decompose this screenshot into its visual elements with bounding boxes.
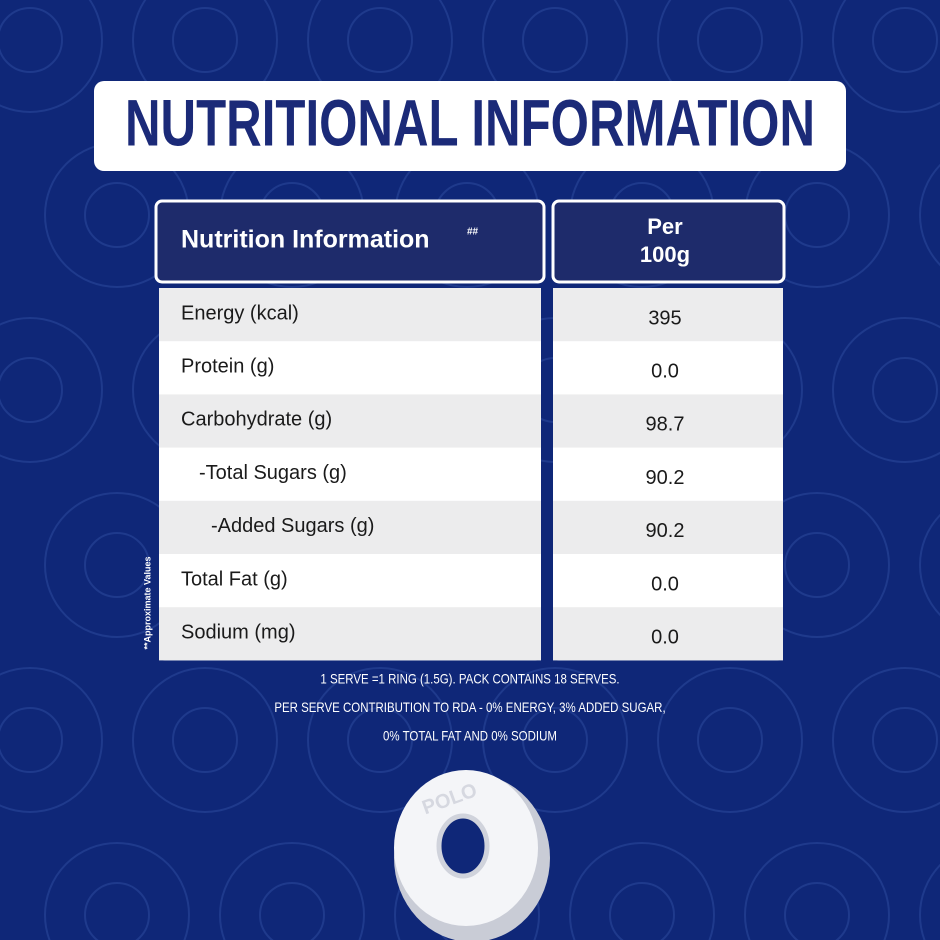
ring [0,667,103,813]
ring [872,7,938,73]
ring [609,882,675,940]
row-band [159,394,541,448]
title: NUTRITIONAL INFORMATION [125,85,815,159]
ring [0,7,63,73]
footnote: PER SERVE CONTRIBUTION TO RDA - 0% ENERG… [274,699,665,715]
ring [569,842,715,940]
column-header: Nutrition Information [181,226,430,254]
ring [219,842,365,940]
row-label: Protein (g) [181,355,274,377]
ring [697,707,763,773]
ring [919,513,940,617]
mint: POLO [394,770,550,940]
row-band [553,394,783,448]
row-band [159,607,541,661]
ring [0,317,103,463]
header-cell [154,199,546,284]
column-note: ## [467,227,479,238]
footnote: 1 SERVE =1 RING (1.5G). PACK CONTAINS 18… [320,671,619,687]
row-label: -Total Sugars (g) [199,462,347,484]
ring [832,317,940,463]
row-value: 0.0 [651,360,679,382]
ring [784,532,850,598]
row-value: 90.2 [646,520,685,542]
row-value: 0.0 [651,626,679,648]
ring [919,163,940,267]
ring [44,842,190,940]
ring [784,882,850,940]
ring [832,0,940,113]
ring [522,707,588,773]
ring [347,7,413,73]
row-band [553,288,783,342]
row-value: 90.2 [646,467,685,489]
ring [872,357,938,423]
ring [482,667,628,813]
row-value: 395 [648,307,681,329]
row-band [553,607,783,661]
row-value: 98.7 [646,414,685,436]
ring [744,842,890,940]
row-label: Total Fat (g) [181,568,288,590]
ring [259,882,325,940]
row-value: 0.0 [651,573,679,595]
row-band [553,500,783,554]
column-bg [553,288,783,661]
ring [872,707,938,773]
ring [307,667,453,813]
ring [522,7,588,73]
ring [84,182,150,248]
column-header: Per 100g [640,214,690,267]
ring [0,707,63,773]
ring [0,0,103,113]
row-label: -Added Sugars (g) [211,515,374,537]
ring [697,7,763,73]
side-note: **Approximate Values [142,556,152,649]
column-bg [159,288,541,661]
mint-hole [436,813,490,879]
ring [919,863,940,940]
table-body: Energy (kcal) 395 Protein (g) 0.0 Carbohydra… [159,288,783,661]
ring [84,532,150,598]
ring [657,667,803,813]
ring [0,357,63,423]
row-label: Energy (kcal) [181,302,299,324]
row-label: Carbohydrate (g) [181,409,332,431]
footnotes: 1 SERVE =1 RING (1.5G). PACK CONTAINS 18… [274,671,665,744]
ring [832,667,940,813]
row-band [159,288,541,342]
ring [84,882,150,940]
ring [132,667,278,813]
header-cell [551,199,786,284]
ring [172,7,238,73]
footnote: 0% TOTAL FAT AND 0% SODIUM [383,728,557,744]
ring [347,707,413,773]
row-label: Sodium (mg) [181,621,295,643]
row-band [159,500,541,554]
title-box [94,81,846,171]
ring [172,707,238,773]
